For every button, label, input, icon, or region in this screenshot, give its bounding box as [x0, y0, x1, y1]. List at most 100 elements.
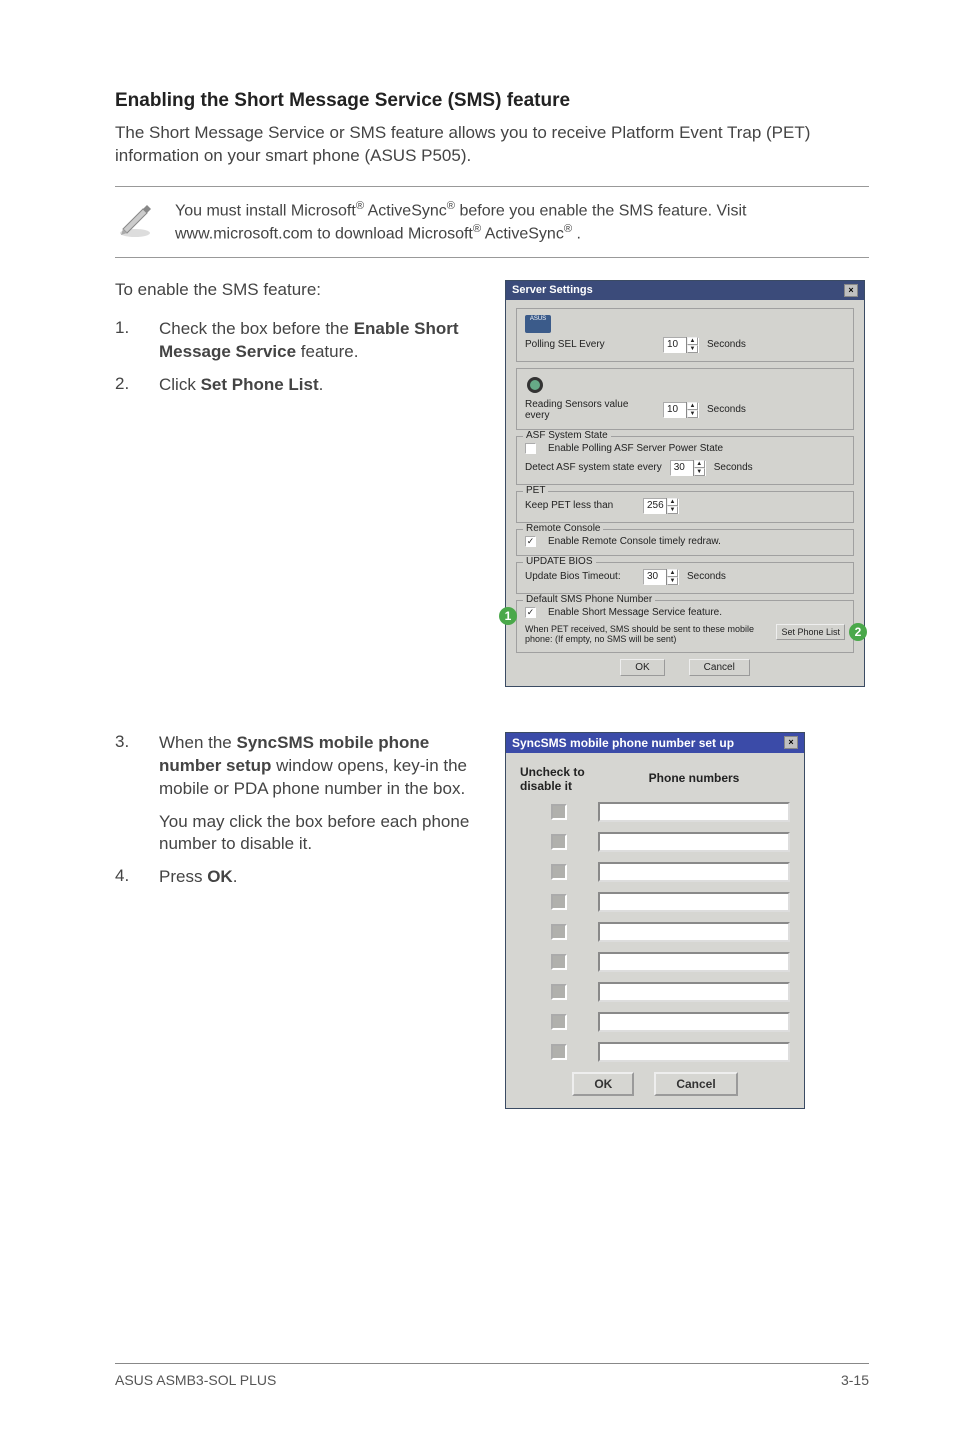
phone-input[interactable] — [598, 892, 790, 912]
note-seg: You must install Microsoft — [175, 202, 356, 219]
spinner-value: 10 — [667, 404, 686, 415]
phone-input[interactable] — [598, 1012, 790, 1032]
disable-checkbox[interactable] — [551, 954, 567, 970]
pencil-icon — [115, 199, 155, 239]
sensors-spinner[interactable]: 10▲▼ — [663, 402, 699, 418]
step-seg: . — [319, 375, 324, 394]
phone-rows — [520, 802, 790, 1062]
step-seg: When the — [159, 733, 237, 752]
callout-2: 2 — [849, 623, 867, 641]
phone-input[interactable] — [598, 922, 790, 942]
spinner-buttons[interactable]: ▲▼ — [666, 498, 678, 514]
phone-row — [520, 832, 790, 852]
phone-row — [520, 862, 790, 882]
step-bold: Set Phone List — [201, 375, 319, 394]
step-num: 4. — [115, 866, 137, 889]
note-seg: ActiveSync — [364, 202, 447, 219]
disable-checkbox[interactable] — [551, 804, 567, 820]
section-heading: Enabling the Short Message Service (SMS)… — [115, 90, 869, 112]
disable-checkbox[interactable] — [551, 924, 567, 940]
asf-chk-label: Enable Polling ASF Server Power State — [548, 443, 723, 454]
disable-checkbox[interactable] — [551, 1014, 567, 1030]
phone-row — [520, 922, 790, 942]
spinner-value: 10 — [667, 339, 686, 350]
seconds-label: Seconds — [687, 571, 726, 582]
disable-checkbox[interactable] — [551, 834, 567, 850]
uncheck-header: Uncheck to disable it — [520, 765, 598, 794]
spinner-value: 30 — [647, 571, 666, 582]
phone-input[interactable] — [598, 832, 790, 852]
dialog-titlebar: Server Settings × — [506, 281, 864, 300]
step-seg: Check the box before the — [159, 319, 354, 338]
spinner-buttons[interactable]: ▲▼ — [666, 569, 678, 585]
remote-legend: Remote Console — [523, 523, 603, 534]
spinner-value: 256 — [647, 500, 666, 511]
step-seg: Click — [159, 375, 201, 394]
phone-row — [520, 1012, 790, 1032]
ok-button[interactable]: OK — [620, 659, 664, 676]
syncsms-dialog: SyncSMS mobile phone number set up × Unc… — [505, 732, 805, 1109]
phone-row — [520, 952, 790, 972]
reg-mark: ® — [356, 200, 364, 212]
pet-label: Keep PET less than — [525, 500, 635, 511]
sensors-label: Reading Sensors value every — [525, 399, 655, 421]
phone-input[interactable] — [598, 862, 790, 882]
step-seg: Press — [159, 867, 207, 886]
phone-input[interactable] — [598, 952, 790, 972]
reg-mark: ® — [564, 223, 572, 235]
pet-legend: PET — [523, 485, 548, 496]
update-legend: UPDATE BIOS — [523, 556, 596, 567]
asf-checkbox[interactable] — [525, 443, 536, 454]
step-num: 1. — [115, 318, 137, 364]
asf-spinner[interactable]: 30▲▼ — [670, 460, 706, 476]
server-settings-dialog: Server Settings × ASUS Polling SEL Every… — [505, 280, 865, 687]
callout-1: 1 — [499, 607, 517, 625]
set-phone-list-button[interactable]: Set Phone List — [776, 624, 845, 640]
phone-input[interactable] — [598, 1042, 790, 1062]
footer-left: ASUS ASMB3-SOL PLUS — [115, 1372, 276, 1388]
cancel-button[interactable]: Cancel — [689, 659, 750, 676]
close-icon[interactable]: × — [844, 284, 858, 297]
step-body: When the SyncSMS mobile phone number set… — [159, 732, 485, 801]
disable-checkbox[interactable] — [551, 864, 567, 880]
update-label: Update Bios Timeout: — [525, 571, 635, 582]
asf-detect-label: Detect ASF system state every — [525, 462, 662, 473]
phone-input[interactable] — [598, 982, 790, 1002]
spinner-buttons[interactable]: ▲▼ — [686, 337, 698, 353]
sms-text: When PET received, SMS should be sent to… — [525, 624, 768, 644]
step-seg: . — [233, 867, 238, 886]
phone-input[interactable] — [598, 802, 790, 822]
step-num: 2. — [115, 374, 137, 397]
ok-button[interactable]: OK — [572, 1072, 634, 1096]
spinner-value: 30 — [674, 462, 693, 473]
pet-spinner[interactable]: 256▲▼ — [643, 498, 679, 514]
update-spinner[interactable]: 30▲▼ — [643, 569, 679, 585]
note-text: You must install Microsoft® ActiveSync® … — [175, 199, 869, 245]
step-extra: You may click the box before each phone … — [159, 811, 485, 857]
seconds-label: Seconds — [707, 339, 746, 350]
polling-sel-label: Polling SEL Every — [525, 339, 655, 350]
dialog-titlebar: SyncSMS mobile phone number set up × — [506, 733, 804, 753]
sms-checkbox[interactable]: ✓ — [525, 607, 536, 618]
spinner-buttons[interactable]: ▲▼ — [686, 402, 698, 418]
step-body: Click Set Phone List. — [159, 374, 485, 397]
note-seg: ActiveSync — [481, 225, 564, 242]
polling-sel-spinner[interactable]: 10▲▼ — [663, 337, 699, 353]
phone-numbers-header: Phone numbers — [598, 765, 790, 794]
seconds-label: Seconds — [714, 462, 753, 473]
disable-checkbox[interactable] — [551, 894, 567, 910]
disable-checkbox[interactable] — [551, 1044, 567, 1060]
remote-checkbox[interactable]: ✓ — [525, 536, 536, 547]
dialog-title: SyncSMS mobile phone number set up — [512, 736, 734, 750]
note-box: You must install Microsoft® ActiveSync® … — [115, 186, 869, 258]
cancel-button[interactable]: Cancel — [654, 1072, 737, 1096]
spinner-buttons[interactable]: ▲▼ — [693, 460, 705, 476]
phone-row — [520, 982, 790, 1002]
reg-mark: ® — [473, 223, 481, 235]
footer-right: 3-15 — [841, 1372, 869, 1388]
sensor-icon — [525, 375, 545, 395]
disable-checkbox[interactable] — [551, 984, 567, 1000]
close-icon[interactable]: × — [784, 736, 798, 749]
phone-row — [520, 1042, 790, 1062]
intro-paragraph: The Short Message Service or SMS feature… — [115, 122, 869, 168]
